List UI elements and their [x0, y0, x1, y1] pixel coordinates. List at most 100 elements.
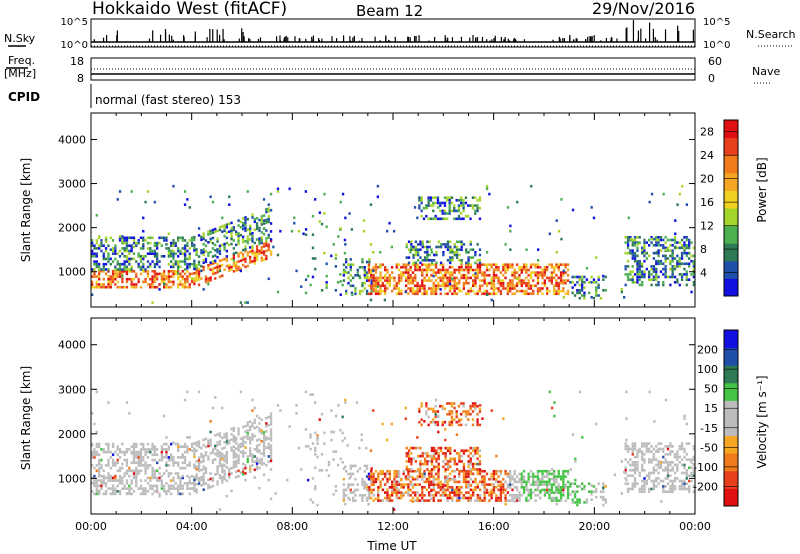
data-cell	[204, 482, 208, 485]
data-cell	[492, 284, 496, 288]
data-cell	[631, 241, 634, 244]
data-cell	[659, 236, 663, 239]
data-cell	[441, 263, 445, 266]
data-cell	[451, 412, 454, 415]
data-cell	[488, 483, 491, 486]
data-cell	[204, 278, 208, 281]
data-cell	[428, 475, 431, 478]
data-cell	[395, 292, 398, 296]
data-cell	[249, 439, 252, 442]
data-cell	[434, 289, 438, 293]
data-cell	[144, 453, 147, 457]
data-cell	[153, 265, 157, 269]
data-cell	[462, 404, 465, 408]
data-cell	[118, 456, 122, 459]
cpid-label: CPID	[8, 90, 40, 104]
data-cell	[457, 423, 461, 427]
data-cell	[393, 480, 396, 484]
data-cell	[156, 244, 159, 247]
data-cell	[181, 476, 184, 480]
data-cell	[417, 253, 420, 257]
data-cell	[662, 455, 665, 459]
data-cell	[197, 275, 201, 279]
data-cell	[557, 284, 560, 288]
data-cell	[536, 271, 540, 274]
data-cell	[462, 462, 466, 466]
data-cell	[465, 251, 468, 254]
data-cell	[237, 449, 240, 452]
data-cell	[439, 276, 442, 280]
data-cell	[379, 472, 382, 476]
data-cell	[513, 486, 516, 489]
data-cell	[377, 292, 380, 296]
data-cell	[557, 266, 560, 269]
data-cell	[365, 483, 369, 486]
data-cell	[156, 486, 159, 490]
data-cell	[511, 475, 514, 478]
data-cell	[362, 219, 366, 222]
data-cell	[125, 472, 129, 475]
data-cell	[228, 470, 231, 474]
data-cell	[186, 198, 189, 201]
data-cell	[363, 276, 366, 280]
data-cell	[135, 272, 138, 276]
data-cell	[258, 226, 261, 230]
data-cell	[153, 277, 157, 281]
data-cell	[235, 438, 238, 442]
data-cell	[467, 289, 470, 293]
data-cell	[251, 453, 254, 457]
data-cell	[249, 447, 252, 450]
data-cell	[525, 486, 528, 489]
data-cell	[573, 493, 577, 496]
data-cell	[251, 458, 254, 462]
data-cell	[123, 236, 126, 240]
data-cell	[434, 292, 438, 296]
data-cell	[430, 480, 433, 484]
data-cell	[374, 279, 378, 282]
data-cell	[485, 268, 489, 272]
data-cell	[258, 450, 261, 454]
data-cell	[130, 469, 133, 473]
data-cell	[386, 276, 389, 280]
data-cell	[114, 479, 117, 482]
data-cell	[400, 491, 403, 494]
data-cell	[190, 449, 194, 453]
data-cell	[218, 440, 222, 443]
data-cell	[434, 214, 437, 218]
data-cell	[467, 214, 470, 218]
data-cell	[564, 475, 567, 478]
data-cell	[132, 270, 136, 273]
data-cell	[218, 442, 222, 446]
data-cell	[107, 280, 110, 284]
data-cell	[511, 477, 514, 481]
data-cell	[139, 456, 143, 459]
data-cell	[539, 483, 542, 486]
data-cell	[423, 268, 426, 272]
colorbar-tick-label: 28	[700, 126, 714, 139]
data-cell	[460, 263, 463, 266]
data-cell	[260, 220, 263, 224]
data-cell	[183, 458, 187, 462]
data-cell	[258, 218, 261, 222]
data-cell	[437, 414, 440, 418]
data-cell	[453, 449, 456, 453]
data-cell	[221, 230, 224, 233]
data-cell	[207, 254, 210, 257]
data-cell	[349, 464, 352, 468]
data-cell	[354, 499, 357, 502]
data-cell	[650, 273, 653, 276]
data-cell	[680, 485, 684, 488]
data-cell	[95, 390, 98, 394]
data-cell	[109, 277, 112, 281]
data-cell	[581, 487, 584, 491]
data-cell	[107, 268, 110, 271]
data-cell	[405, 452, 408, 455]
data-cell	[435, 245, 438, 249]
data-cell	[404, 268, 408, 272]
data-cell	[107, 275, 110, 278]
data-cell	[685, 487, 688, 491]
data-cell	[368, 494, 371, 497]
data-cell	[183, 445, 187, 449]
data-cell	[269, 444, 273, 448]
data-cell	[397, 491, 401, 494]
